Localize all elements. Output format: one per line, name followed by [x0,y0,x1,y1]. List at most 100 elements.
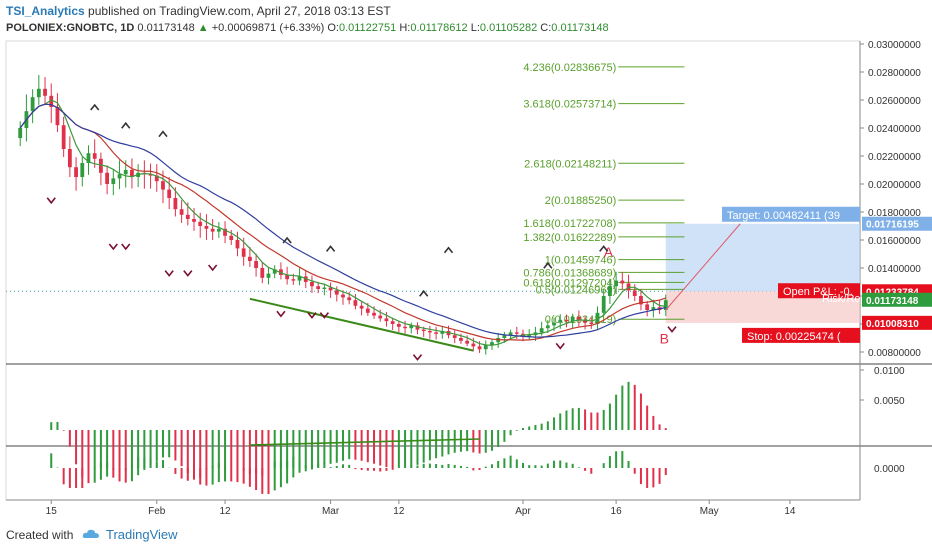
price-tag-stop-label: 0.01008310 [866,319,919,330]
annotation-b: B [660,331,669,347]
fractal-down-marker [412,354,423,361]
candle-body [483,345,488,350]
y-tick-label: 0.01800000 [868,208,921,219]
candle-body [378,315,383,319]
y-tick-label: 0.01400000 [868,264,921,275]
candle-body [415,325,420,330]
candle-body [105,172,110,184]
footer: Created with TradingView [0,518,932,550]
candle-body [49,95,54,107]
candle-body [92,153,97,159]
candle-body [614,280,619,287]
x-tick-label: May [700,506,719,517]
candle-body [223,228,227,236]
fractal-up-marker [543,261,553,269]
oscillator1-tick-label: 0.0050 [874,396,905,407]
time-axis[interactable]: 15 Feb 12 Mar 12 Apr 16 May 14 [46,500,796,517]
candle-body [322,287,327,289]
candle-body [353,300,358,306]
candle-body [99,158,103,173]
chart-area[interactable]: 0(0.01034219)0.5(0.01246969)0.618(0.0129… [0,40,932,518]
author-link[interactable]: TSI_Analytics [6,4,85,18]
candle-body [291,279,296,281]
candle-body [204,226,209,229]
candle-body [341,294,345,298]
markers: AB [46,103,741,361]
x-tick-label: 14 [784,506,796,517]
candle-body [254,261,258,268]
candle-body [452,335,457,338]
fib-level-label: 4.236(0.02836675) [523,62,616,74]
candle-body [490,342,494,345]
candle-body [229,235,234,240]
y-tick-label: 0.02400000 [868,124,921,135]
target-box-bg [722,206,860,222]
candle-body [241,248,246,257]
oscillator2-tick-label: 0.0000 [874,464,905,475]
annotation-a: A [604,244,614,260]
fractal-down-marker [555,342,565,350]
target-box-text: Target: 0.00482411 (39 [727,210,840,222]
x-tick-label: 16 [611,506,623,517]
close-label: C: [540,22,552,34]
candle-body [210,228,215,232]
fractal-up-marker [443,246,454,254]
tradingview-link[interactable]: TradingView [106,527,178,542]
fractal-down-marker [121,243,131,251]
candle-body [409,325,414,329]
open-pl-box-text: Open P&L: -0. [783,286,853,298]
price-tag-last-bg [862,292,932,307]
candle-body [247,256,252,261]
candle-body [434,332,439,334]
fib-level-label: 1(0.01459746) [545,255,617,267]
candle-body [272,269,277,274]
candle-body [502,335,507,338]
ma-mid-line [19,103,666,341]
candles [18,75,668,355]
candle-body [663,300,668,310]
fib-level-label: 3.618(0.02573714) [523,99,616,111]
candle-body [620,280,625,284]
candle-body [130,170,134,177]
candle-body [74,167,78,177]
high-value: 0.01178612 [410,22,468,34]
candle-body [30,97,35,112]
x-tick-label: Feb [148,506,166,517]
candle-body [192,219,196,222]
x-tick-label: Apr [515,506,531,517]
target-zone [665,223,860,292]
candle-body [539,328,544,333]
open-label: O: [327,22,339,34]
candle-body [471,343,476,347]
candle-body [334,290,339,295]
symbol-label: POLONIEX:GNOBTC, 1D [6,22,135,34]
candle-body [316,286,321,289]
candle-body [570,317,575,322]
candle-body [403,326,407,329]
candle-body [80,163,85,177]
candle-body [639,296,643,305]
fib-level-label: 0.618(0.01297204) [523,277,616,289]
divergence-trendline [249,297,474,352]
candle-body [396,324,401,327]
candle-body [465,340,470,344]
y-tick-label: 0.01600000 [868,236,921,247]
fractal-up-marker [419,289,429,297]
fib-level-label: 1.382(0.01622289) [523,232,616,244]
last-price: 0.01173148 [137,22,195,34]
price-axis[interactable]: 0.03000000 0.02800000 0.02600000 0.02400000… [860,40,921,475]
candle-body [285,275,290,280]
candle-body [632,290,637,296]
candle-body [179,209,184,215]
oscillator-divergence-line [249,438,480,446]
candle-body [359,305,364,309]
risk-reward-text: Risk/Re [822,293,861,305]
y-tick-label: 0.02000000 [868,180,921,191]
candle-body [645,304,650,310]
candle-body [390,321,395,324]
candle-body [459,338,463,341]
price-tag-last-label: 0.01173148 [866,296,919,307]
candle-body [477,346,482,350]
tradingview-cloud-icon [82,529,99,538]
price-labels: 0.017161950.012337840.011731480.01008310… [722,206,932,343]
